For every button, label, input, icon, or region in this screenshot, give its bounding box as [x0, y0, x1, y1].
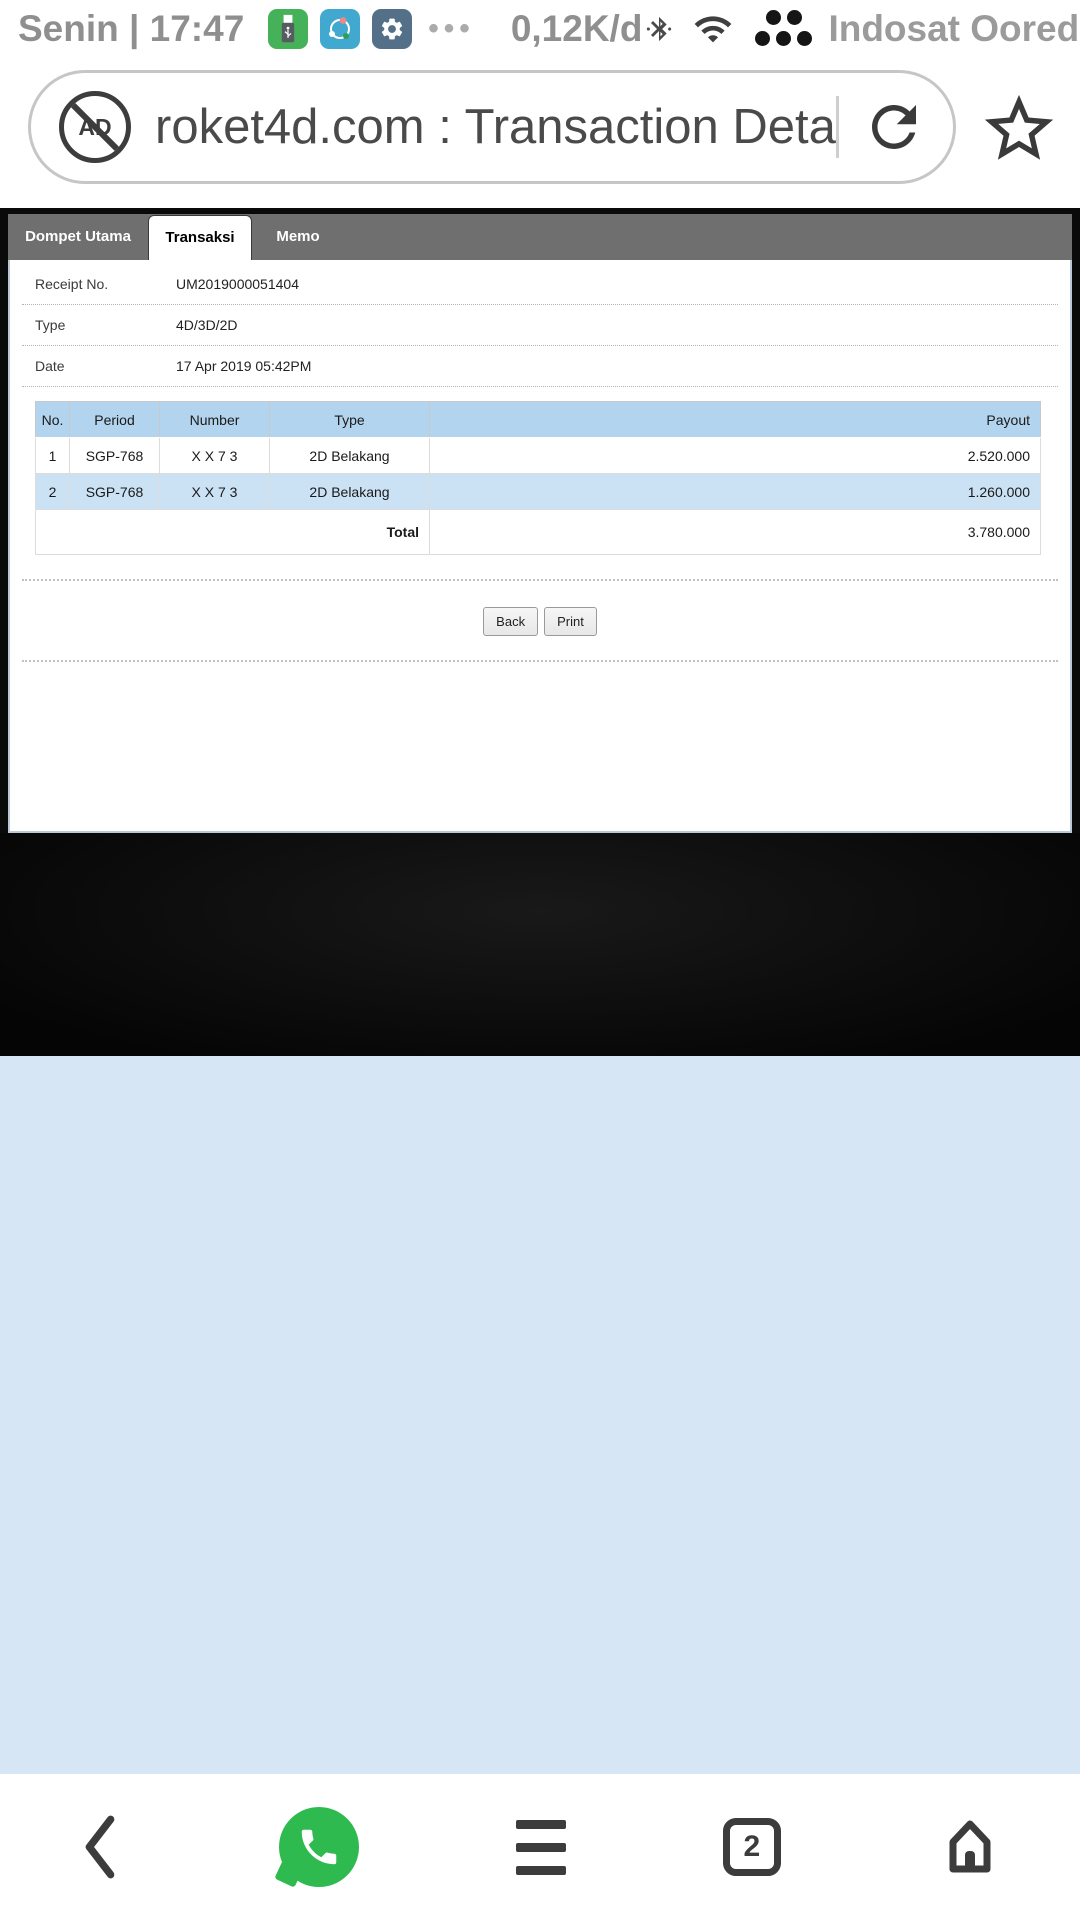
col-payout: Payout [429, 401, 1041, 438]
tab-dompet-utama[interactable]: Dompet Utama [25, 228, 131, 245]
table-total-row: Total 3.780.000 [35, 509, 1041, 555]
home-icon [949, 1820, 991, 1873]
total-value: 3.780.000 [429, 509, 1041, 555]
adblock-label: AD [78, 113, 112, 140]
col-type: Type [269, 401, 430, 438]
cell-type: 2D Belakang [269, 437, 430, 474]
col-no: No. [35, 401, 70, 438]
table-header-row: No. Period Number Type Payout [35, 401, 1041, 438]
cell-no: 2 [35, 473, 70, 510]
tab-transaksi[interactable]: Transaksi [148, 215, 252, 260]
blue-background-panel [0, 1056, 1080, 1774]
carrier-name: Indosat Ooredoo [828, 8, 1080, 49]
page-title: roket4d.com : Transaction Detail [155, 100, 836, 154]
nav-back-button[interactable] [78, 1813, 122, 1881]
cell-number: X X 7 3 [159, 437, 270, 474]
table-row: 1 SGP-768 X X 7 3 2D Belakang 2.520.000 [35, 437, 1041, 474]
home-button[interactable] [938, 1815, 1002, 1879]
cell-no: 1 [35, 437, 70, 474]
print-button[interactable]: Print [544, 607, 597, 636]
receipt-row: Date 17 Apr 2019 05:42PM [22, 346, 1058, 387]
usb-glyph [282, 14, 295, 43]
tabs-button[interactable]: 2 [722, 1818, 781, 1876]
adblock-icon[interactable]: AD [59, 91, 131, 163]
date-value: 17 Apr 2019 05:42PM [176, 358, 312, 374]
tab-memo[interactable]: Memo [276, 228, 320, 245]
cell-payout: 1.260.000 [429, 473, 1041, 510]
whatsapp-share-button[interactable] [279, 1807, 360, 1887]
cell-type: 2D Belakang [269, 473, 430, 510]
status-bar-right: Indosat Ooredoo 30 30% [642, 4, 1080, 54]
cell-period: SGP-768 [69, 437, 160, 474]
date-label: Date [35, 358, 65, 374]
transaction-detail-page: Receipt No. UM2019000051404 Type 4D/3D/2… [8, 260, 1072, 833]
table-row: 2 SGP-768 X X 7 3 2D Belakang 1.260.000 [35, 473, 1041, 510]
tab-count-number: 2 [743, 1830, 761, 1863]
back-chevron-icon [86, 1815, 115, 1879]
receipt-row: Type 4D/3D/2D [22, 305, 1058, 346]
menu-bar [515, 1819, 566, 1829]
reload-button[interactable] [861, 94, 927, 160]
share-glyph [329, 17, 351, 39]
notification-overflow-dots: ••• [428, 12, 475, 45]
action-buttons: Back Print [10, 607, 1070, 636]
gear-glyph [382, 18, 403, 40]
menu-bar [515, 1865, 566, 1875]
receipt-no-value: UM2019000051404 [176, 276, 299, 292]
bluetooth-icon [647, 16, 672, 42]
reload-icon [872, 105, 916, 149]
bookmark-button[interactable] [978, 88, 1060, 170]
payout-table: No. Period Number Type Payout 1 SGP-768 … [35, 401, 1041, 555]
share-app-notification-icon [320, 9, 361, 49]
browser-toolbar: AD roket4d.com : Transaction Detail [0, 58, 1080, 204]
col-number: Number [159, 401, 270, 438]
black-background-panel [0, 833, 1080, 1056]
cell-payout: 2.520.000 [429, 437, 1041, 474]
cell-number: X X 7 3 [159, 473, 270, 510]
url-address-bar[interactable]: AD roket4d.com : Transaction Detail [28, 70, 956, 184]
dotted-divider [22, 660, 1058, 662]
wallet-tabbar: Dompet Utama Transaksi Memo [8, 214, 1072, 260]
bottom-navigation-bar: 2 [0, 1774, 1080, 1920]
total-label: Total [35, 509, 430, 555]
status-bar: Senin | 17:47 ••• 0,12K/d [0, 0, 1080, 58]
col-period: Period [69, 401, 160, 438]
usb-notification-icon [268, 9, 309, 49]
type-label: Type [35, 317, 66, 333]
toolbar-divider [836, 96, 839, 158]
webview-frame: Dompet Utama Transaksi Memo Receipt No. … [0, 208, 1080, 833]
star-icon [984, 94, 1054, 160]
receipt-no-label: Receipt No. [35, 276, 109, 292]
data-rate-indicator: 0,12K/d [510, 8, 643, 49]
back-button[interactable]: Back [483, 607, 539, 636]
cell-period: SGP-768 [69, 473, 160, 510]
menu-bar [515, 1842, 566, 1852]
status-day-time: Senin | 17:47 [18, 8, 245, 49]
settings-notification-icon [372, 9, 413, 49]
dotted-divider [22, 579, 1058, 581]
menu-button[interactable] [515, 1819, 566, 1875]
whatsapp-phone-icon [301, 1829, 337, 1865]
wifi-icon [695, 16, 732, 43]
signal-strength-icon [754, 7, 813, 51]
receipt-row: Receipt No. UM2019000051404 [22, 264, 1058, 305]
type-value: 4D/3D/2D [176, 317, 238, 333]
